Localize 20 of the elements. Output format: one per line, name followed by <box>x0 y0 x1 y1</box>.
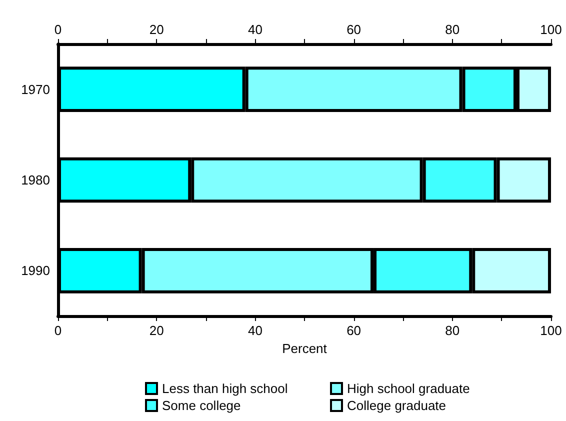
x-tick-label: 60 <box>346 323 362 338</box>
x-tick-label: 0 <box>54 323 62 338</box>
legend-label: Less than high school <box>162 381 288 396</box>
x2-tick-label: 40 <box>248 22 262 37</box>
legend-label: Some college <box>162 398 241 413</box>
legend-label: High school graduate <box>347 381 470 396</box>
y-tick-label: 1990 <box>21 263 50 278</box>
y-tick-label: 1980 <box>21 172 50 188</box>
x-tick-label: 100 <box>540 323 562 338</box>
x-axis-title: Percent <box>282 341 328 356</box>
legend-label: College graduate <box>347 398 446 413</box>
x-tick-label: 40 <box>248 323 262 338</box>
x2-tick-label: 80 <box>445 22 460 37</box>
x2-tick-label: 20 <box>149 22 164 37</box>
x2-tick-label: 100 <box>540 22 562 37</box>
x2-tick-label: 60 <box>346 22 362 37</box>
y-tick-label: 1970 <box>21 82 50 97</box>
x-tick-label: 20 <box>149 323 164 338</box>
x2-tick-label: 0 <box>54 22 62 37</box>
x-tick-label: 80 <box>445 323 460 338</box>
